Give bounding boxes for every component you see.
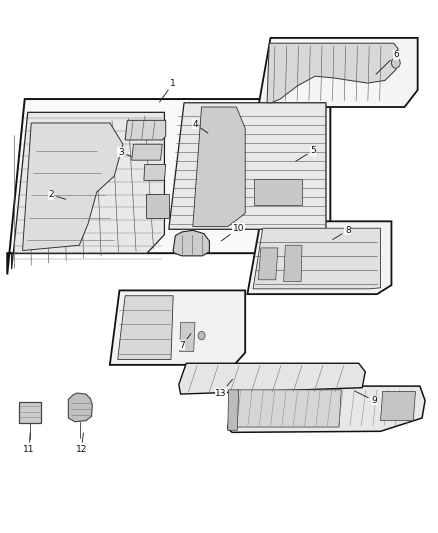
- Text: 12: 12: [76, 433, 87, 455]
- Circle shape: [392, 58, 400, 68]
- Polygon shape: [267, 43, 398, 103]
- Polygon shape: [179, 364, 365, 394]
- Text: 2: 2: [48, 190, 66, 199]
- Text: 13: 13: [215, 379, 233, 398]
- Polygon shape: [180, 322, 195, 352]
- Polygon shape: [12, 112, 164, 269]
- Polygon shape: [254, 179, 302, 205]
- Polygon shape: [247, 221, 392, 294]
- Polygon shape: [381, 391, 416, 421]
- Polygon shape: [118, 296, 173, 360]
- Text: 3: 3: [118, 148, 131, 157]
- Polygon shape: [22, 123, 123, 251]
- Text: 11: 11: [23, 433, 35, 455]
- Polygon shape: [258, 248, 278, 280]
- Polygon shape: [144, 165, 166, 180]
- Text: 4: 4: [192, 119, 208, 133]
- Text: 5: 5: [296, 146, 316, 161]
- Text: 7: 7: [179, 334, 191, 350]
- Polygon shape: [284, 245, 302, 281]
- Text: 10: 10: [221, 224, 244, 241]
- Polygon shape: [258, 38, 418, 107]
- Text: 9: 9: [355, 391, 377, 405]
- Text: 1: 1: [159, 78, 176, 102]
- Polygon shape: [7, 99, 330, 274]
- Text: 8: 8: [333, 226, 351, 239]
- Polygon shape: [228, 390, 239, 430]
- Polygon shape: [169, 103, 326, 229]
- Polygon shape: [68, 393, 92, 422]
- Polygon shape: [231, 390, 341, 427]
- Circle shape: [198, 332, 205, 340]
- Bar: [19, 402, 41, 423]
- Polygon shape: [132, 144, 162, 160]
- Polygon shape: [173, 230, 209, 256]
- Polygon shape: [253, 228, 381, 289]
- Polygon shape: [125, 120, 166, 140]
- Polygon shape: [110, 290, 245, 365]
- Text: 6: 6: [376, 51, 399, 74]
- Polygon shape: [193, 107, 245, 227]
- Polygon shape: [146, 193, 169, 217]
- Polygon shape: [228, 386, 425, 432]
